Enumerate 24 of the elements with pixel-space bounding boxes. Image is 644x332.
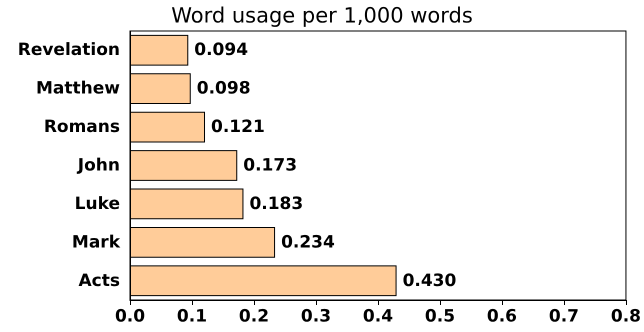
x-tick-label: 0.1	[176, 306, 208, 326]
data-label: 0.121	[211, 117, 265, 138]
y-tick-label: John	[76, 156, 120, 176]
data-label: 0.430	[402, 270, 457, 291]
x-tick-label: 0.3	[300, 306, 332, 326]
y-tick-label: Romans	[44, 117, 120, 138]
x-tick-label: 0.0	[114, 306, 146, 326]
x-tick-label: 0.4	[362, 306, 394, 326]
y-tick-label: Luke	[74, 194, 120, 214]
y-tick-label: Revelation	[18, 40, 120, 60]
y-tick-label: Acts	[78, 270, 120, 291]
y-tick-label: Mark	[72, 232, 121, 252]
y-tick-label: Matthew	[36, 78, 120, 99]
data-label: 0.094	[194, 40, 248, 60]
x-tick-label: 0.7	[548, 306, 580, 326]
x-tick-label: 0.5	[424, 306, 456, 326]
x-tick-label: 0.8	[610, 306, 642, 326]
data-label: 0.173	[243, 156, 298, 176]
chart-title: Word usage per 1,000 words	[171, 4, 473, 28]
x-tick-label: 0.2	[238, 306, 270, 326]
data-label: 0.234	[281, 232, 336, 252]
data-label: 0.098	[196, 78, 251, 99]
x-tick-label: 0.6	[486, 306, 518, 326]
data-label: 0.183	[249, 194, 304, 214]
